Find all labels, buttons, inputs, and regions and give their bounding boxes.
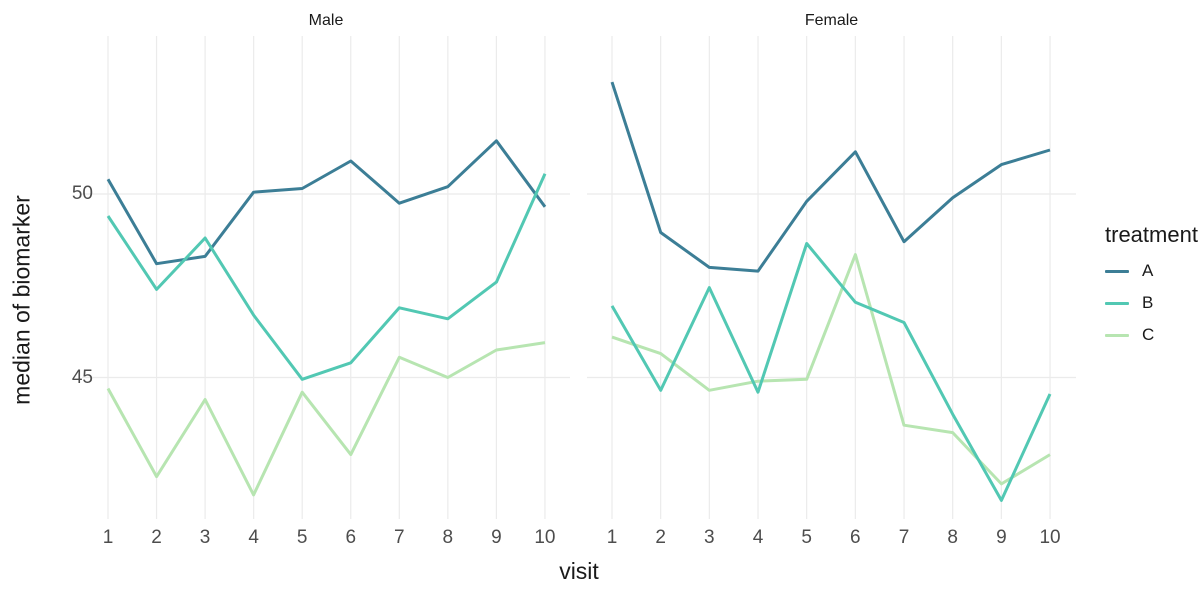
x-tick-label: 5 [296,527,308,548]
legend-key-line-a [1105,269,1129,273]
x-tick-label: 5 [801,527,812,548]
legend-label-b: B [1142,293,1154,312]
series-line-b [106,173,547,381]
x-tick-label: 8 [947,527,958,548]
x-tick-label: 9 [996,527,1007,548]
x-tick-label: 8 [442,527,454,548]
x-tick-label: 9 [491,527,502,548]
legend-item-a: A [1105,260,1198,282]
series-line-b [610,242,1052,502]
x-tick-label: 6 [345,527,357,548]
y-tick-label: 50 [71,183,93,204]
x-tick-label: 1 [102,527,114,548]
x-tick-label: 7 [898,527,910,548]
x-tick-label: 3 [704,527,715,548]
x-tick-label: 6 [850,527,861,548]
legend-item-b: B [1105,292,1198,314]
legend-label-c: C [1142,325,1155,344]
legend-key-line-b [1105,301,1129,305]
x-tick-label: 7 [394,527,405,548]
x-tick-label: 4 [248,527,259,548]
legend-title: treatment [1105,222,1198,247]
x-axis-title: visit [559,558,599,584]
x-tick-label: 4 [752,527,764,548]
x-tick-label: 10 [534,527,556,548]
facet-title-male: Male [308,12,344,29]
x-tick-label: 3 [199,527,211,548]
x-tick-label: 1 [606,527,618,548]
facet-title-female: Female [804,12,859,29]
x-tick-label: 2 [655,527,666,548]
series-line-c [611,253,1051,486]
x-tick-label: 2 [151,527,162,548]
legend-key-line-c [1105,333,1129,337]
legend: treatment A B C [1105,222,1198,356]
series-line-a [610,81,1051,273]
series-line-a [106,139,547,266]
legend-item-c: C [1105,324,1198,346]
series-line-c [106,341,546,497]
y-axis-title: median of biomarker [8,195,35,405]
legend-label-a: A [1142,261,1154,280]
y-tick-label: 45 [71,366,93,388]
x-tick-label: 10 [1039,527,1061,548]
